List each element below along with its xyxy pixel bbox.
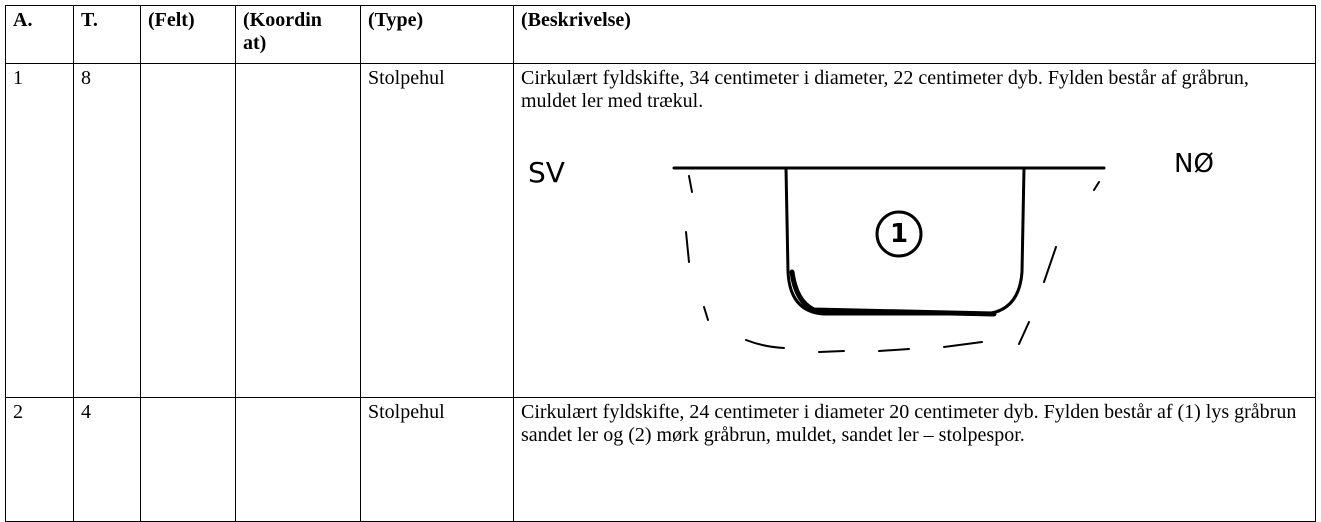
cell: 4 <box>73 397 141 522</box>
header-cell: (Beskrivelse) <box>513 5 1316 64</box>
header-cell: (Type) <box>360 5 514 64</box>
cell: Cirkulært fyldskifte, 24 centimeter i di… <box>513 397 1316 522</box>
cell: 1 <box>5 63 74 398</box>
row: 1 8 Stolpehul Cirkulært fyldskifte, 34 c… <box>5 63 1316 398</box>
pit-outline <box>685 175 1100 353</box>
cell <box>140 397 236 522</box>
cell: 2 <box>5 397 74 522</box>
layer-marker <box>875 210 923 258</box>
cell: Stolpehul <box>360 63 514 398</box>
header-cell: A. <box>5 5 74 64</box>
description: Cirkulært fyldskifte, 34 centimeter i di… <box>521 67 1249 112</box>
cell <box>140 63 236 398</box>
header-text: (Koordinat) <box>243 9 322 54</box>
header-cell: (Koordinat) <box>235 5 361 64</box>
header-text: A. <box>13 9 33 31</box>
page: A. T. (Felt) (Koordinat) (Type) (Beskriv… <box>5 5 1316 522</box>
header-cell: (Felt) <box>140 5 236 64</box>
section-sketch: SV NØ 1 <box>528 149 1214 353</box>
cell <box>235 63 361 398</box>
cell: Cirkulært fyldskifte, 34 centimeter i di… <box>513 63 1316 398</box>
cell: Stolpehul <box>360 397 514 522</box>
register-table: A. T. (Felt) (Koordinat) (Type) (Beskriv… <box>5 5 1316 522</box>
header-row: A. T. (Felt) (Koordinat) (Type) (Beskriv… <box>5 5 1316 64</box>
sketch-label: 1 <box>890 219 908 249</box>
header-cell: T. <box>73 5 141 64</box>
post-bottom <box>789 269 997 317</box>
sketch-label: SV <box>528 156 565 189</box>
cell <box>235 397 361 522</box>
sketch-label: NØ <box>1174 149 1214 179</box>
row: 2 4 Stolpehul Cirkulært fyldskifte, 24 c… <box>5 397 1316 522</box>
cell: 8 <box>73 63 141 398</box>
